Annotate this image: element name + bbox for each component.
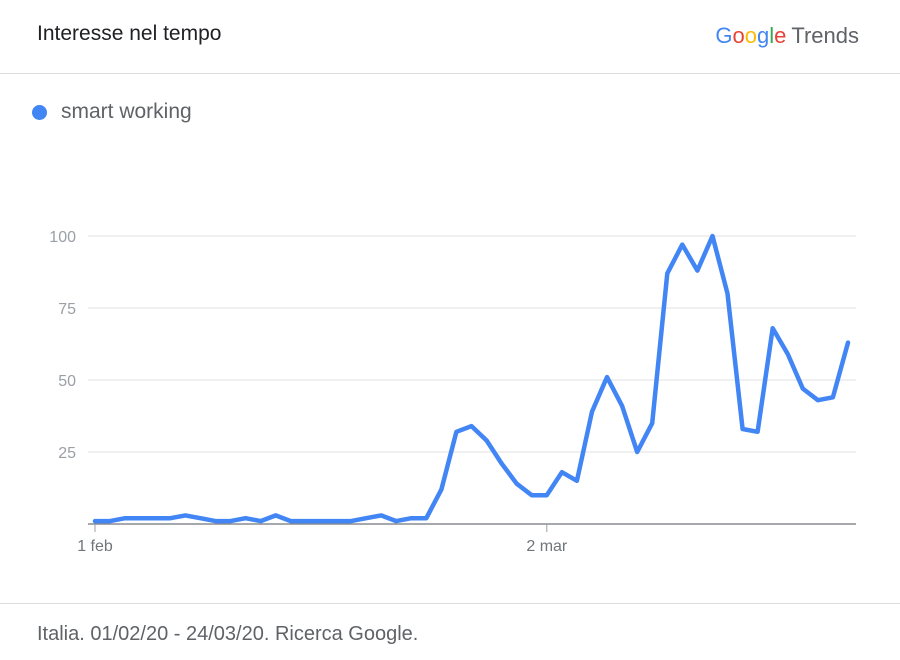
data-point bbox=[123, 516, 127, 520]
data-point bbox=[590, 410, 594, 414]
line-chart[interactable]: 25 50 75 100 1 feb 2 mar bbox=[0, 0, 900, 600]
chart-header: Interesse nel tempo Google Trends bbox=[0, 0, 900, 74]
data-point bbox=[575, 479, 579, 483]
data-point bbox=[831, 395, 835, 399]
data-point bbox=[741, 427, 745, 431]
brand-letter: l bbox=[769, 23, 775, 48]
data-point bbox=[183, 513, 187, 517]
data-point bbox=[334, 519, 338, 523]
brand-letter: o bbox=[744, 23, 757, 48]
data-point bbox=[259, 519, 263, 523]
data-point bbox=[605, 375, 609, 379]
data-point bbox=[409, 516, 413, 520]
y-tick-label: 50 bbox=[58, 373, 76, 390]
y-tick-label: 75 bbox=[58, 301, 76, 318]
data-point bbox=[665, 271, 669, 275]
legend-dot-icon bbox=[32, 104, 47, 120]
data-point bbox=[680, 243, 684, 247]
y-tick-label: 25 bbox=[58, 445, 76, 462]
data-point bbox=[695, 269, 699, 273]
data-point bbox=[620, 404, 624, 408]
data-point bbox=[349, 519, 353, 523]
data-point bbox=[439, 487, 443, 491]
data-point bbox=[801, 387, 805, 391]
chart-footer: Italia. 01/02/20 - 24/03/20. Ricerca Goo… bbox=[0, 603, 900, 660]
data-point bbox=[454, 430, 458, 434]
data-point bbox=[304, 519, 308, 523]
data-point bbox=[771, 326, 775, 330]
legend-label: smart working bbox=[61, 100, 192, 123]
data-point bbox=[379, 513, 383, 517]
x-tick-label: 1 feb bbox=[77, 538, 113, 555]
data-point bbox=[515, 482, 519, 486]
data-point bbox=[726, 292, 730, 296]
data-point bbox=[93, 519, 97, 523]
legend: smart working bbox=[32, 100, 192, 124]
data-point bbox=[153, 516, 157, 520]
data-point bbox=[545, 493, 549, 497]
data-point bbox=[229, 519, 233, 523]
data-point bbox=[635, 450, 639, 454]
brand-letter: g bbox=[756, 23, 770, 48]
data-point bbox=[786, 352, 790, 356]
series-line bbox=[92, 233, 851, 524]
data-point bbox=[138, 516, 142, 520]
data-point bbox=[424, 516, 428, 520]
data-point bbox=[394, 519, 398, 523]
data-point bbox=[108, 519, 112, 523]
y-tick-label: 100 bbox=[49, 229, 76, 246]
trends-wordmark: Trends bbox=[791, 23, 859, 48]
data-point bbox=[213, 519, 217, 523]
data-point bbox=[244, 516, 248, 520]
data-point bbox=[710, 234, 714, 238]
data-point bbox=[168, 516, 172, 520]
google-wordmark: Google bbox=[715, 23, 786, 48]
brand-letter: G bbox=[715, 23, 733, 48]
data-point bbox=[530, 493, 534, 497]
data-point bbox=[560, 470, 564, 474]
data-point bbox=[198, 516, 202, 520]
x-tick-label: 2 mar bbox=[526, 538, 568, 555]
data-point bbox=[470, 424, 474, 428]
data-point bbox=[500, 462, 504, 466]
data-point bbox=[274, 513, 278, 517]
data-point bbox=[846, 341, 850, 345]
brand-letter: e bbox=[774, 23, 787, 48]
data-point bbox=[319, 519, 323, 523]
data-point bbox=[756, 430, 760, 434]
data-point bbox=[289, 519, 293, 523]
data-point bbox=[485, 438, 489, 442]
chart-title: Interesse nel tempo bbox=[37, 22, 222, 45]
data-point bbox=[650, 421, 654, 425]
data-point bbox=[364, 516, 368, 520]
data-point bbox=[816, 398, 820, 402]
brand-letter: o bbox=[732, 23, 745, 48]
footer-source-text: Italia. 01/02/20 - 24/03/20. Ricerca Goo… bbox=[37, 623, 419, 645]
google-trends-logo[interactable]: Google Trends bbox=[715, 23, 859, 49]
